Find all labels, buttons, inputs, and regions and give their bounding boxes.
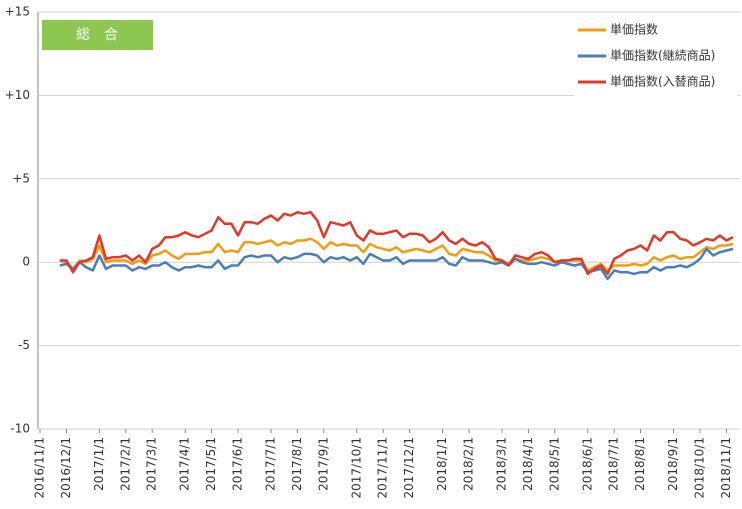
x-tick-label: 2018/8/1	[633, 437, 647, 491]
series-line	[59, 247, 734, 281]
x-tick-label: 2018/2/1	[462, 437, 476, 491]
x-tick-label: 2017/9/1	[316, 437, 330, 491]
legend-label: 単価指数	[610, 22, 658, 37]
y-tick-label: 0	[22, 255, 30, 269]
x-tick-label: 2018/4/1	[521, 437, 535, 491]
x-tick-label: 2017/8/1	[290, 437, 304, 491]
x-tick-label: 2017/12/1	[402, 437, 416, 499]
y-tick-label: +10	[5, 88, 30, 102]
legend-label: 単価指数(継続商品)	[610, 48, 715, 63]
annotation-box	[42, 20, 153, 50]
x-tick-label: 2018/1/1	[435, 437, 449, 491]
x-tick-label: 2018/10/1	[693, 437, 707, 499]
x-tick-label: 2017/5/1	[204, 437, 218, 491]
y-tick-label: +15	[5, 5, 30, 19]
annotation: 総 合	[76, 27, 118, 43]
y-tick-label: -5	[18, 338, 30, 352]
series-line	[59, 237, 734, 272]
x-tick-label: 2018/3/1	[495, 437, 509, 491]
x-tick-label: 2017/10/1	[349, 437, 363, 499]
x-tick-label: 2016/11/1	[33, 437, 47, 499]
x-tick-label: 2017/6/1	[231, 437, 245, 491]
x-tick-label: 2016/12/1	[59, 437, 73, 499]
series-line	[59, 210, 734, 276]
x-tick-label: 2018/11/1	[719, 437, 733, 499]
legend-label: 単価指数(入替商品)	[610, 74, 715, 89]
x-tick-label: 2017/2/1	[118, 437, 132, 491]
y-tick-label: +5	[12, 171, 30, 185]
x-tick-label: 2017/4/1	[178, 437, 192, 491]
x-tick-label: 2018/9/1	[666, 437, 680, 491]
x-tick-label: 2017/1/1	[92, 437, 106, 491]
x-tick-label: 2017/11/1	[376, 437, 390, 499]
x-tick-label: 2018/7/1	[607, 437, 621, 491]
x-tick-label: 2017/7/1	[264, 437, 278, 491]
x-tick-label: 2018/5/1	[547, 437, 561, 491]
x-tick-label: 2017/3/1	[145, 437, 159, 491]
y-tick-label: -10	[10, 422, 30, 436]
x-tick-label: 2018/6/1	[580, 437, 594, 491]
